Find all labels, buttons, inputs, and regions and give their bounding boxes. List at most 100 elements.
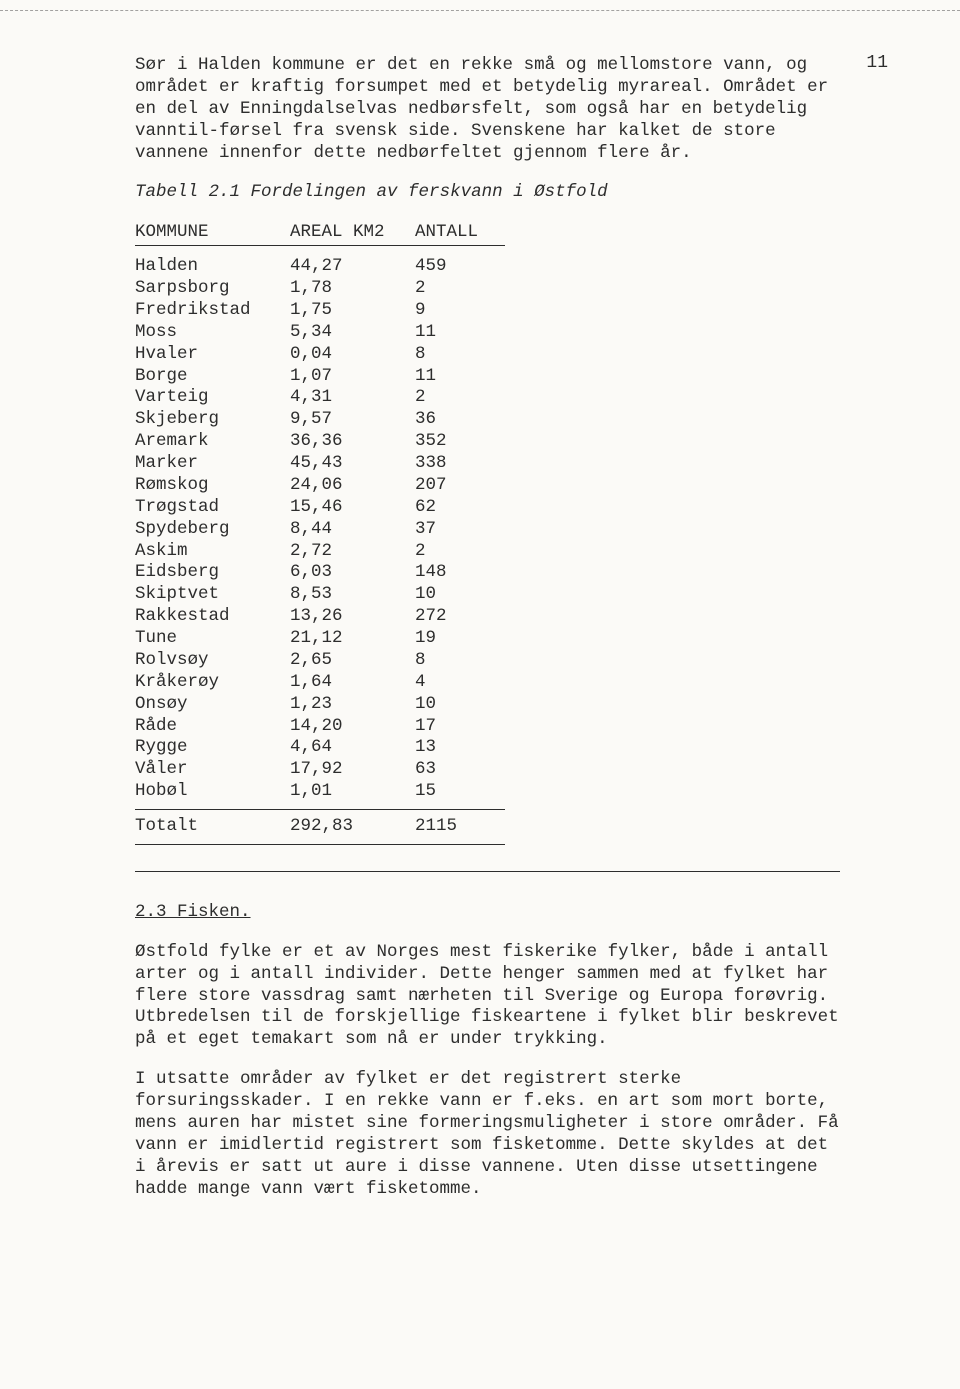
cell-areal: 0,04 [290,344,415,366]
table-row: Skjeberg9,5736 [135,409,505,431]
table-caption-text: Fordelingen av ferskvann i Østfold [240,182,608,202]
table-row: Våler17,9263 [135,759,505,781]
cell-kommune: Onsøy [135,694,290,716]
paragraph-fish-1: Østfold fylke er et av Norges mest fiske… [135,942,840,1051]
cell-areal: 2,72 [290,541,415,563]
cell-antall: 338 [415,453,505,475]
table-header-row: KOMMUNE AREAL KM2 ANTALL [135,222,505,245]
cell-antall: 11 [415,366,505,388]
table-row: Rakkestad13,26272 [135,606,505,628]
table-total: Totalt 292,83 2115 [135,810,505,845]
cell-kommune: Hobøl [135,781,290,809]
cell-kommune: Varteig [135,387,290,409]
cell-antall: 63 [415,759,505,781]
intro-paragraph: Sør i Halden kommune er det en rekke små… [135,55,840,164]
cell-antall: 9 [415,300,505,322]
freshwater-table: KOMMUNE AREAL KM2 ANTALL Halden44,27459S… [135,222,505,845]
cell-areal: 4,64 [290,737,415,759]
cell-kommune: Moss [135,322,290,344]
table-row: Moss5,3411 [135,322,505,344]
cell-kommune: Trøgstad [135,497,290,519]
cell-areal: 1,78 [290,278,415,300]
cell-antall: 2 [415,541,505,563]
table-row: Halden44,27459 [135,246,505,278]
cell-antall: 207 [415,475,505,497]
cell-antall: 62 [415,497,505,519]
table-row: Hvaler0,048 [135,344,505,366]
table-row: Varteig4,312 [135,387,505,409]
table-caption: Tabell 2.1 Fordelingen av ferskvann i Øs… [135,182,840,204]
cell-areal: 36,36 [290,431,415,453]
cell-areal: 17,92 [290,759,415,781]
cell-antall: 148 [415,562,505,584]
table-row: Skiptvet8,5310 [135,584,505,606]
cell-areal: 45,43 [290,453,415,475]
cell-antall: 352 [415,431,505,453]
cell-areal: 8,44 [290,519,415,541]
table-row: Onsøy1,2310 [135,694,505,716]
cell-antall: 10 [415,694,505,716]
col-header-areal: AREAL KM2 [290,222,415,245]
cell-antall: 2 [415,387,505,409]
cell-antall: 17 [415,716,505,738]
table-row: Sarpsborg1,782 [135,278,505,300]
cell-kommune: Hvaler [135,344,290,366]
cell-areal: 1,75 [290,300,415,322]
table-row: Askim2,722 [135,541,505,563]
cell-antall: 37 [415,519,505,541]
table-body: Halden44,27459Sarpsborg1,782Fredrikstad1… [135,246,505,810]
cell-areal: 8,53 [290,584,415,606]
page-number: 11 [866,52,888,75]
cell-areal: 1,01 [290,781,415,809]
cell-kommune: Eidsberg [135,562,290,584]
cell-kommune: Sarpsborg [135,278,290,300]
table-row: Marker45,43338 [135,453,505,475]
total-areal: 292,83 [290,810,415,845]
cell-kommune: Råde [135,716,290,738]
cell-kommune: Skiptvet [135,584,290,606]
section-divider [135,871,840,872]
table-row: Borge1,0711 [135,366,505,388]
cell-kommune: Marker [135,453,290,475]
table-header: KOMMUNE AREAL KM2 ANTALL [135,222,505,245]
total-antall: 2115 [415,810,505,845]
cell-areal: 21,12 [290,628,415,650]
cell-areal: 6,03 [290,562,415,584]
table-row: Spydeberg8,4437 [135,519,505,541]
table-row: Hobøl1,0115 [135,781,505,809]
cell-areal: 44,27 [290,246,415,278]
cell-antall: 15 [415,781,505,809]
cell-areal: 4,31 [290,387,415,409]
cell-areal: 1,64 [290,672,415,694]
table-row: Fredrikstad1,759 [135,300,505,322]
table-row: Rolvsøy2,658 [135,650,505,672]
cell-kommune: Fredrikstad [135,300,290,322]
cell-kommune: Halden [135,246,290,278]
cell-kommune: Spydeberg [135,519,290,541]
cell-areal: 15,46 [290,497,415,519]
cell-areal: 5,34 [290,322,415,344]
section-heading-text: 2.3 Fisken. [135,902,251,922]
paragraph-fish-2: I utsatte områder av fylket er det regis… [135,1069,840,1200]
cell-antall: 272 [415,606,505,628]
table-row: Aremark36,36352 [135,431,505,453]
cell-kommune: Rakkestad [135,606,290,628]
cell-kommune: Aremark [135,431,290,453]
cell-antall: 36 [415,409,505,431]
col-header-kommune: KOMMUNE [135,222,290,245]
section-heading: 2.3 Fisken. [135,902,840,924]
cell-antall: 2 [415,278,505,300]
table-row: Trøgstad15,4662 [135,497,505,519]
cell-kommune: Våler [135,759,290,781]
cell-areal: 2,65 [290,650,415,672]
cell-areal: 13,26 [290,606,415,628]
cell-areal: 1,23 [290,694,415,716]
col-header-antall: ANTALL [415,222,505,245]
table-row: Tune21,1219 [135,628,505,650]
cell-kommune: Kråkerøy [135,672,290,694]
cell-antall: 8 [415,344,505,366]
cell-antall: 4 [415,672,505,694]
cell-antall: 19 [415,628,505,650]
table-total-row: Totalt 292,83 2115 [135,810,505,845]
cell-kommune: Rømskog [135,475,290,497]
